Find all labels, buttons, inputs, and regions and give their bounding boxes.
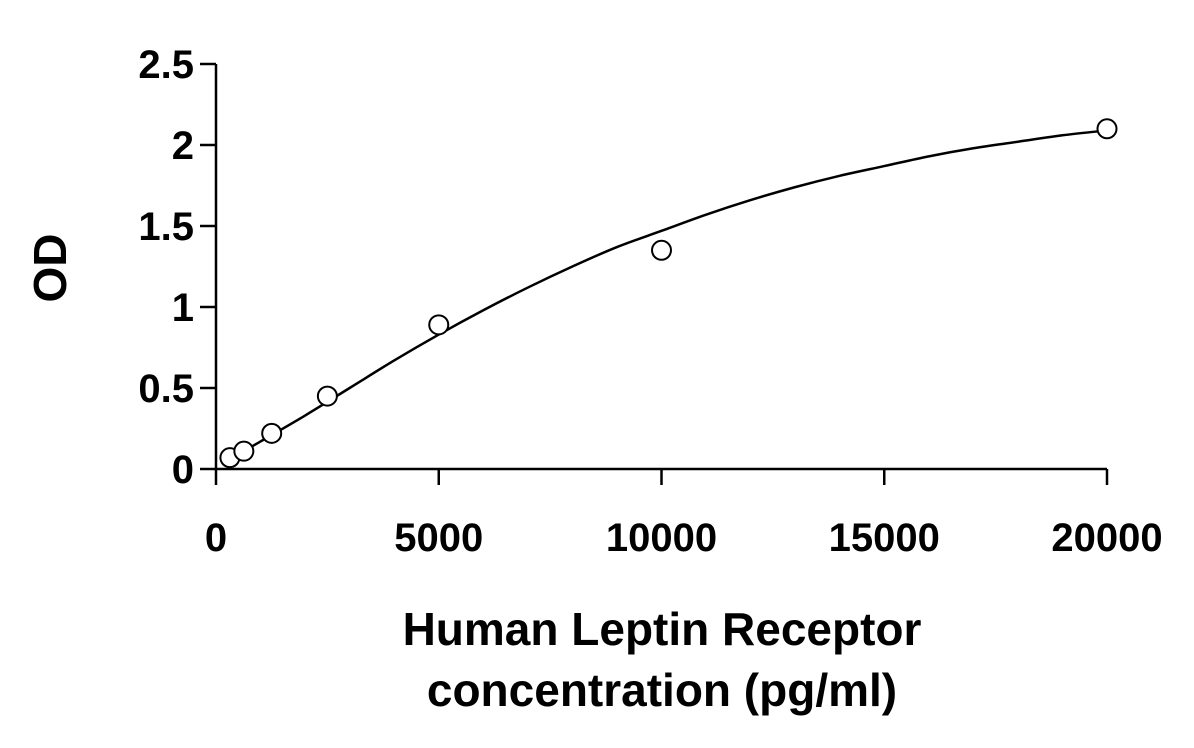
data-points — [219, 118, 1118, 469]
y-tick-label: 2.5 — [138, 43, 194, 87]
y-tick-label: 2 — [172, 124, 194, 168]
data-point — [261, 422, 283, 444]
y-tick-label: 0.5 — [138, 367, 194, 411]
fit-curve-layer — [228, 129, 1108, 461]
x-tick-label: 0 — [205, 516, 227, 560]
data-point — [428, 314, 450, 336]
y-tick-label: 0 — [172, 448, 194, 492]
x-tick-label: 10000 — [606, 516, 717, 560]
x-axis-title-line1: Human Leptin Receptor — [403, 603, 922, 655]
y-ticks: 0 0.5 1 1.5 2 2.5 — [138, 43, 216, 492]
x-tick-label: 5000 — [394, 516, 483, 560]
data-point — [316, 385, 338, 407]
data-point — [1096, 118, 1118, 140]
x-tick-label: 15000 — [829, 516, 940, 560]
y-tick-label: 1.5 — [138, 205, 194, 249]
x-tick-label: 20000 — [1051, 516, 1162, 560]
y-tick-label: 1 — [172, 286, 194, 330]
y-axis-title: OD — [24, 234, 76, 303]
x-ticks: 0 5000 10000 15000 20000 — [205, 469, 1163, 560]
x-axis-title-line2: concentration (pg/ml) — [427, 664, 897, 716]
data-point — [651, 239, 672, 261]
data-point — [233, 440, 255, 462]
fit-curve — [228, 129, 1108, 461]
axes — [214, 64, 1107, 471]
